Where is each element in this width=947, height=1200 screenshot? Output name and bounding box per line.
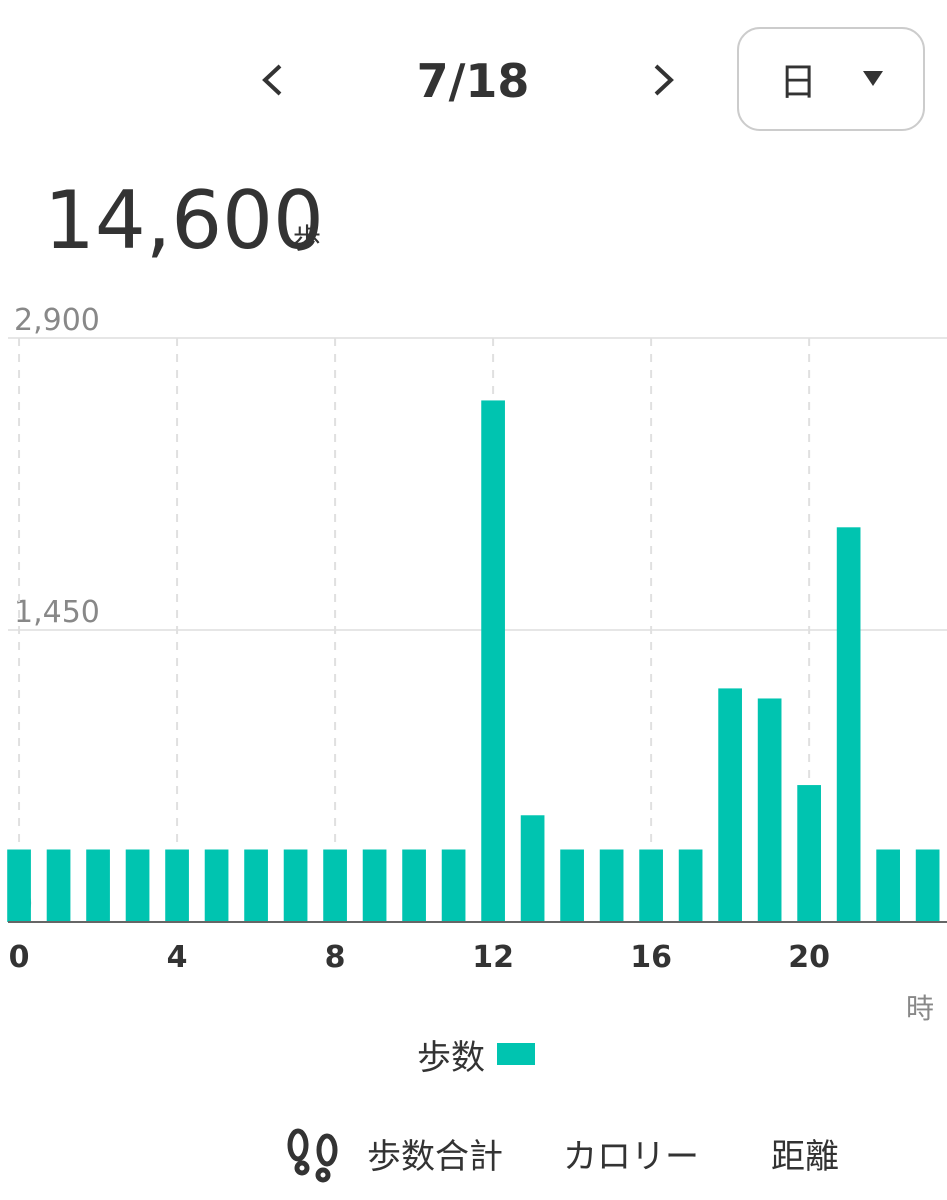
prev-day[interactable]: [262, 64, 282, 96]
period-label: 日: [779, 60, 817, 104]
bar: [797, 785, 821, 922]
x-tick-label: 12: [472, 940, 514, 975]
bar: [876, 849, 900, 922]
total-unit: 歩: [293, 222, 321, 255]
next-day[interactable]: [654, 64, 674, 96]
bar: [244, 849, 268, 922]
bar: [520, 815, 545, 922]
bar: [283, 849, 308, 922]
bar: [639, 849, 663, 922]
steps-tab-icon[interactable]: [287, 1128, 338, 1183]
bar: [836, 527, 861, 922]
y-tick-label: 2,900: [14, 303, 100, 338]
x-tick-label: 0: [9, 940, 30, 975]
bar: [125, 849, 150, 922]
bar: [757, 698, 782, 922]
legend-label: 歩数: [417, 1038, 485, 1078]
bar: [204, 849, 229, 922]
tabs: 歩数合計 カロリー 距離: [367, 1137, 839, 1177]
tab[interactable]: 距離: [771, 1137, 839, 1177]
dropdown-arrow: [863, 71, 883, 86]
tab[interactable]: カロリー: [563, 1137, 699, 1177]
tab[interactable]: 歩数合計: [367, 1137, 503, 1177]
bar: [7, 849, 31, 922]
period-dropdown[interactable]: [737, 27, 925, 131]
bar: [362, 849, 387, 922]
x-tick-label: 20: [788, 940, 830, 975]
x-tick-label: 4: [167, 940, 188, 975]
bar: [402, 849, 426, 922]
bar: [481, 400, 505, 922]
total-steps: 14,600: [44, 174, 324, 267]
x-unit: 時: [906, 992, 934, 1025]
bar: [46, 849, 71, 922]
legend-swatch: [497, 1043, 535, 1065]
bar: [915, 849, 940, 922]
x-tick-label: 8: [325, 940, 346, 975]
bar: [678, 849, 703, 922]
bar: [441, 849, 466, 922]
bar: [323, 849, 347, 922]
bar: [599, 849, 624, 922]
bar: [165, 849, 189, 922]
bar: [560, 849, 584, 922]
date: 7/18: [417, 54, 530, 108]
bar: [86, 849, 110, 922]
x-tick-label: 16: [630, 940, 672, 975]
y-tick-label: 1,450: [14, 595, 100, 630]
bar: [718, 688, 742, 922]
